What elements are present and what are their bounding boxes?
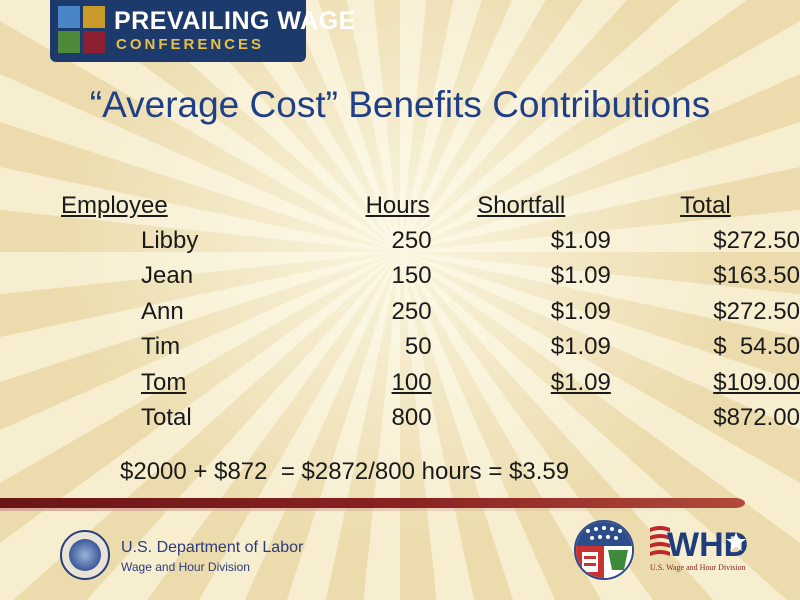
dol-seal-icon	[60, 530, 110, 580]
table-header-row: Employee Hours Shortfall Total	[56, 188, 800, 223]
total-cell: $109.00	[611, 365, 800, 401]
hours-value: 50	[404, 333, 432, 361]
department-name: U.S. Department of Labor	[121, 539, 304, 556]
shortfall-cell: $1.09	[432, 365, 611, 401]
division-name: Wage and Hour Division	[121, 560, 250, 574]
cost-table: Employee Hours Shortfall Total Libby 250…	[56, 188, 800, 436]
total-row: Total 800 $872.00	[56, 401, 800, 437]
table-row: Jean 150 $1.09 $163.50	[56, 259, 800, 295]
total-value: $272.50	[713, 226, 800, 254]
employee-name: Jean	[141, 262, 194, 290]
shortfall-value: $1.09	[550, 333, 611, 361]
total-label: Total	[141, 404, 192, 432]
table-row: Tom 100 $1.09 $109.00	[56, 365, 800, 401]
calculation-equation: $2000 + $872 = $2872/800 hours = $3.59	[120, 458, 570, 485]
header-employee: Employee	[61, 191, 168, 219]
shortfall-value: $1.09	[550, 297, 611, 325]
logo-title: PREVAILING WAGE	[114, 7, 356, 35]
table-row: Tim 50 $1.09 $ 54.50	[56, 330, 800, 366]
slide-title: “Average Cost” Benefits Contributions	[89, 84, 711, 125]
shortfall-value: $1.09	[550, 368, 611, 396]
employee-cell: Tom	[56, 365, 290, 401]
hours-cell: 100	[290, 365, 432, 401]
employee-name: Libby	[141, 226, 199, 254]
employee-name: Tim	[141, 333, 181, 361]
logo-grid-icon	[58, 6, 106, 54]
shortfall-value: $1.09	[550, 226, 611, 254]
hours-value: 250	[391, 226, 432, 254]
total-value: $163.50	[713, 262, 800, 290]
total-value: $ 54.50	[713, 333, 800, 361]
table-row: Ann 250 $1.09 $272.50	[56, 294, 800, 330]
whd-caption: U.S. Wage and Hour Division	[650, 563, 746, 572]
total-hours: 800	[391, 404, 432, 432]
whd-logo: WHD	[650, 522, 750, 574]
hours-value: 150	[391, 262, 432, 290]
header-total: Total	[680, 191, 731, 219]
header-shortfall: Shortfall	[477, 191, 566, 219]
shortfall-value: $1.09	[550, 262, 611, 290]
header-hours: Hours	[365, 191, 430, 219]
total-value: $109.00	[713, 368, 800, 396]
employee-name: Ann	[141, 297, 184, 325]
footer-divider-shadow	[0, 508, 745, 511]
star-emblem-icon	[574, 520, 634, 580]
total-value: $272.50	[713, 297, 800, 325]
table-row: Libby 250 $1.09 $272.50	[56, 223, 800, 259]
footer-divider	[0, 498, 745, 508]
total-shortfall	[432, 401, 611, 437]
logo-subtitle: CONFERENCES	[116, 36, 265, 53]
employee-name: Tom	[141, 368, 187, 396]
grand-total: $872.00	[713, 404, 800, 432]
conference-logo: PREVAILING WAGE CONFERENCES	[50, 0, 355, 62]
hours-value: 100	[391, 368, 432, 396]
hours-value: 250	[391, 297, 432, 325]
